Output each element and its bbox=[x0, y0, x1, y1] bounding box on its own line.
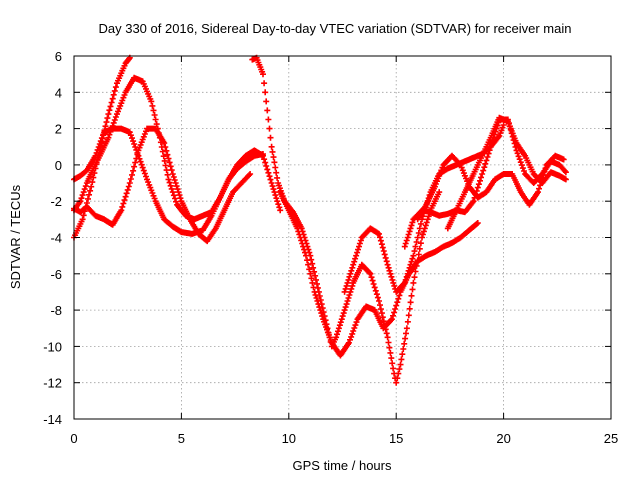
y-tick-label: -8 bbox=[50, 303, 62, 318]
y-tick-label: 6 bbox=[55, 49, 62, 64]
y-tick-label: -10 bbox=[43, 339, 62, 354]
y-tick-label: 0 bbox=[55, 158, 62, 173]
series-track-3 bbox=[71, 74, 284, 223]
data-points-layer bbox=[71, 54, 569, 386]
x-tick-label: 25 bbox=[604, 431, 618, 446]
chart-title: Day 330 of 2016, Sidereal Day-to-day VTE… bbox=[98, 21, 571, 36]
x-tick-label: 15 bbox=[389, 431, 403, 446]
data-point-markers bbox=[71, 74, 284, 223]
y-tick-label: -6 bbox=[50, 267, 62, 282]
y-axis-label: SDTVAR / TECUs bbox=[8, 184, 23, 289]
ticks-layer bbox=[73, 55, 612, 420]
series-track-10 bbox=[444, 114, 569, 232]
data-point-markers bbox=[444, 114, 569, 232]
y-tick-labels: -14 -12 -10 -8 -6 -4 -2 0 2 4 6 bbox=[43, 49, 62, 427]
x-axis-label: GPS time / hours bbox=[293, 458, 392, 473]
y-tick-label: -14 bbox=[43, 412, 62, 427]
x-tick-label: 10 bbox=[282, 431, 296, 446]
x-tick-label: 20 bbox=[496, 431, 510, 446]
x-tick-label: 0 bbox=[70, 431, 77, 446]
y-tick-label: 2 bbox=[55, 122, 62, 137]
x-tick-labels: 0 5 10 15 20 25 bbox=[70, 431, 618, 446]
y-tick-label: -4 bbox=[50, 231, 62, 246]
y-tick-label: 4 bbox=[55, 85, 62, 100]
x-tick-label: 5 bbox=[178, 431, 185, 446]
y-tick-label: -2 bbox=[50, 194, 62, 209]
y-tick-label: -12 bbox=[43, 376, 62, 391]
